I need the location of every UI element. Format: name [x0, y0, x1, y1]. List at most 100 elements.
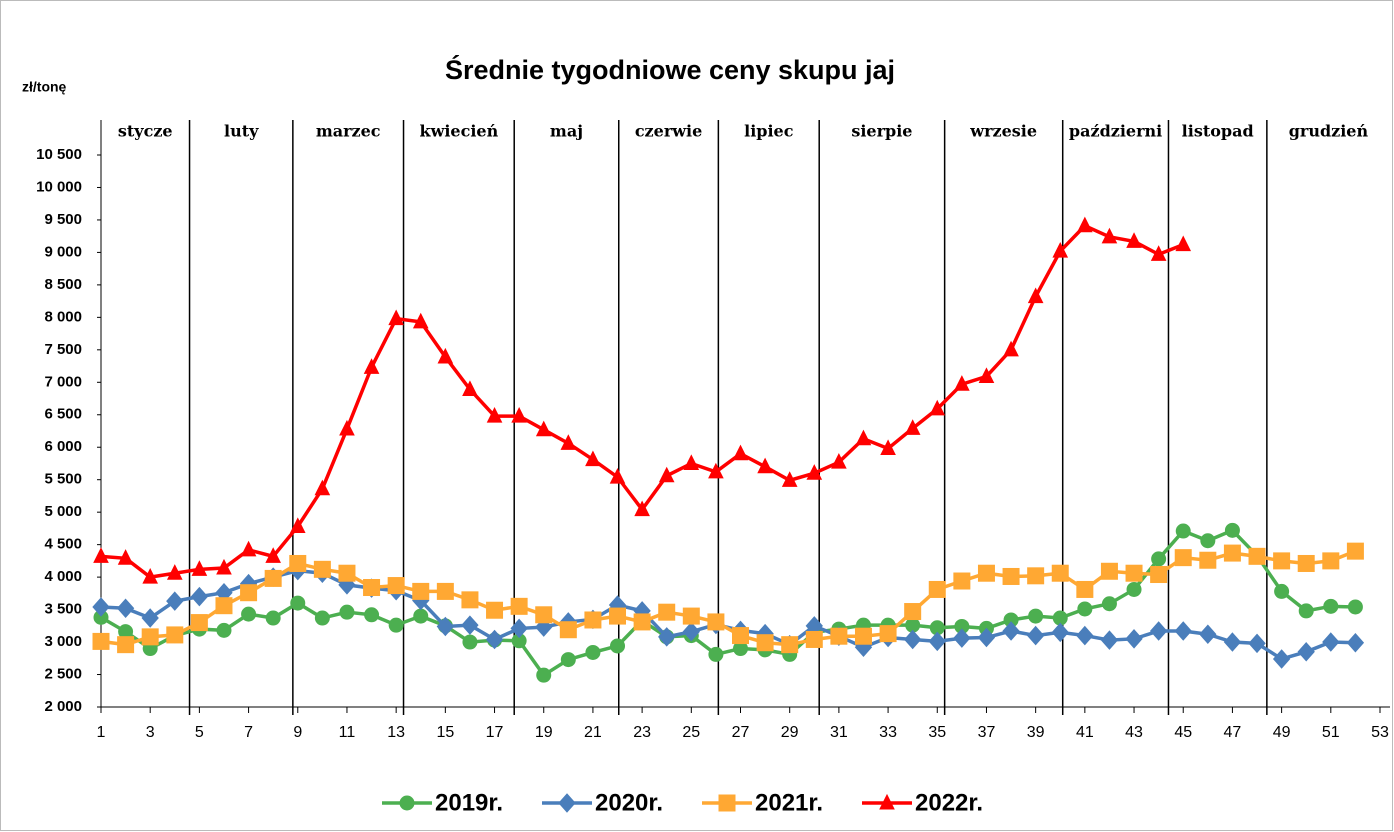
- point: [264, 569, 282, 587]
- x-tick-label: 25: [682, 724, 700, 741]
- point: [1026, 625, 1045, 646]
- point: [191, 560, 208, 576]
- point: [535, 420, 552, 437]
- point: [928, 580, 946, 598]
- point: [190, 586, 209, 607]
- point: [117, 549, 134, 565]
- point: [1297, 642, 1315, 662]
- point: [166, 564, 183, 580]
- y-tick-label: 4 000: [44, 568, 82, 585]
- point: [1002, 567, 1020, 585]
- point: [609, 607, 627, 625]
- point: [1101, 227, 1118, 244]
- point: [1273, 552, 1291, 570]
- legend-marker: [718, 794, 736, 812]
- series: [92, 542, 1364, 654]
- y-tick-label: 3 500: [44, 601, 82, 618]
- month-label: lipiec: [744, 122, 794, 141]
- x-tick-label: 3: [146, 724, 155, 741]
- legend-marker: [558, 793, 576, 813]
- y-tick-label: 7 500: [44, 341, 82, 358]
- month-label: sierpie: [851, 122, 912, 141]
- point: [954, 375, 970, 391]
- point: [536, 667, 552, 683]
- legend-label: 2021r.: [755, 789, 823, 816]
- y-tick-label: 10 000: [36, 178, 82, 195]
- x-tick-label: 39: [1027, 724, 1045, 741]
- point: [339, 604, 355, 620]
- point: [215, 597, 233, 615]
- point: [634, 500, 650, 517]
- point: [461, 591, 479, 609]
- point: [1077, 216, 1093, 233]
- point: [560, 434, 577, 450]
- point: [166, 591, 184, 611]
- point: [1027, 567, 1045, 585]
- point: [781, 636, 799, 654]
- point: [339, 419, 355, 436]
- point: [388, 309, 404, 326]
- x-tick-label: 49: [1273, 724, 1291, 741]
- point: [855, 429, 872, 446]
- point: [1174, 549, 1192, 567]
- legend-label: 2022r.: [915, 789, 983, 816]
- point: [854, 627, 872, 645]
- point: [1223, 544, 1241, 562]
- point: [928, 631, 946, 652]
- point: [1052, 241, 1069, 258]
- month-label: listopad: [1182, 122, 1254, 141]
- point: [313, 560, 331, 578]
- point: [1175, 235, 1192, 252]
- point: [1322, 632, 1340, 652]
- point: [1223, 632, 1242, 652]
- point: [190, 614, 208, 632]
- x-tick-label: 13: [387, 724, 405, 741]
- legend-label: 2020r.: [595, 789, 663, 816]
- point: [560, 652, 576, 668]
- point: [708, 646, 724, 662]
- point: [1126, 581, 1142, 597]
- point: [707, 613, 725, 631]
- point: [904, 629, 922, 650]
- point: [830, 627, 848, 645]
- month-label: kwiecień: [419, 122, 498, 141]
- point: [216, 622, 232, 638]
- point: [1028, 608, 1044, 624]
- point: [1199, 551, 1217, 569]
- point: [1101, 596, 1117, 612]
- point: [92, 597, 110, 617]
- point: [364, 607, 380, 623]
- point: [240, 584, 258, 602]
- point: [289, 554, 307, 572]
- y-tick-label: 10 500: [36, 146, 82, 163]
- point: [585, 450, 601, 467]
- point: [609, 467, 626, 484]
- point: [290, 595, 306, 611]
- point: [117, 636, 135, 654]
- point: [413, 608, 429, 624]
- y-tick-label: 2 500: [44, 665, 82, 682]
- x-tick-label: 45: [1174, 724, 1192, 741]
- point: [1027, 287, 1044, 304]
- point: [1076, 580, 1094, 598]
- point: [732, 627, 749, 645]
- month-label: październi: [1069, 122, 1162, 141]
- legend-marker: [399, 795, 415, 811]
- point: [1151, 551, 1167, 567]
- point: [1322, 552, 1340, 570]
- point: [1002, 621, 1020, 641]
- point: [585, 644, 601, 660]
- chart-title: Średnie tygodniowe ceny skupu jaj: [445, 54, 895, 85]
- point: [535, 606, 553, 624]
- point: [953, 572, 971, 590]
- point: [363, 579, 381, 597]
- point: [166, 626, 184, 644]
- point: [1100, 630, 1119, 650]
- point: [1100, 562, 1118, 580]
- point: [1003, 340, 1019, 357]
- point: [1150, 245, 1167, 261]
- point: [1174, 621, 1192, 641]
- x-tick-label: 33: [879, 724, 897, 741]
